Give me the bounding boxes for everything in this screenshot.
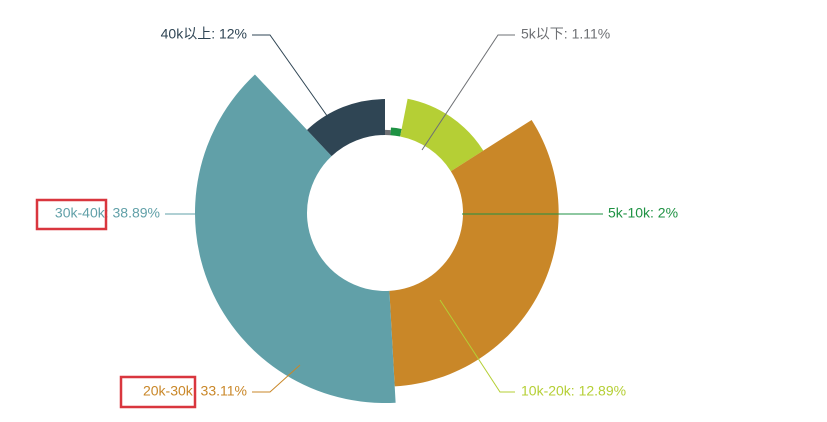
highlight-box-20k-30k: [119, 375, 197, 409]
slice-5k-10k[interactable]: [390, 127, 402, 137]
chart-callouts: [165, 34, 603, 393]
slice-label-30k-40k: 30k-40k: 38.89%: [55, 205, 160, 221]
slice-5k[interactable]: [385, 129, 391, 136]
callout-line-40k: [252, 34, 331, 121]
callout-line-5k: [421, 34, 515, 151]
slice-label-10k-20k: 10k-20k: 12.89%: [521, 383, 626, 399]
slice-label-5k: 5k以下: 1.11%: [521, 26, 610, 42]
slice-label-5k-10k: 5k-10k: 2%: [608, 205, 678, 221]
slice-40k[interactable]: [307, 99, 385, 157]
slice-10k-20k[interactable]: [400, 98, 484, 172]
chart-labels: 5k以下: 1.11%5k-10k: 2%10k-20k: 12.89%20k-…: [55, 26, 678, 399]
slice-20k-30k[interactable]: [389, 119, 559, 387]
callout-line-10k-20k: [439, 299, 515, 393]
slice-label-40k: 40k以上: 12%: [161, 26, 247, 42]
chart-highlights: [35, 198, 197, 409]
callout-line-20k-30k: [252, 364, 301, 393]
slice-30k-40k[interactable]: [194, 74, 396, 404]
chart-sectors: [194, 74, 559, 404]
highlight-box-30k-40k: [35, 198, 108, 231]
